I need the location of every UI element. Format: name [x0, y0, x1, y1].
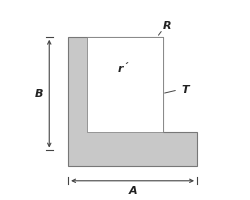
Text: r: r [118, 64, 123, 74]
Text: T: T [182, 85, 190, 95]
Polygon shape [68, 37, 197, 166]
Text: A: A [128, 186, 137, 196]
Polygon shape [87, 37, 163, 132]
Text: B: B [35, 89, 43, 99]
Text: R: R [162, 21, 171, 31]
